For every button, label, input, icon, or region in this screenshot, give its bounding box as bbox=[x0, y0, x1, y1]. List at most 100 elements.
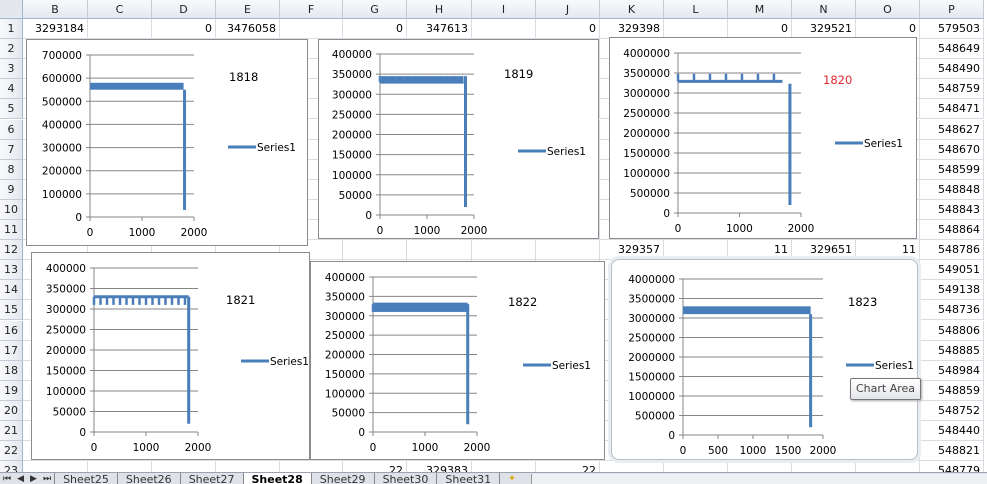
sheet-tab-sheet31[interactable]: Sheet31 bbox=[436, 473, 500, 484]
cell-P7[interactable]: 548670 bbox=[920, 139, 984, 160]
select-all-corner[interactable] bbox=[0, 0, 23, 19]
cell-P20[interactable]: 548752 bbox=[920, 400, 984, 421]
cell-F1[interactable] bbox=[280, 19, 343, 40]
row-header-17[interactable]: 17 bbox=[0, 340, 23, 361]
column-header-N[interactable]: N bbox=[792, 0, 856, 19]
cell-H1[interactable]: 347613 bbox=[407, 19, 472, 40]
column-header-L[interactable]: L bbox=[664, 0, 728, 19]
cell-G12[interactable] bbox=[343, 240, 407, 261]
cell-P16[interactable]: 548806 bbox=[920, 320, 984, 341]
cell-P10[interactable]: 548843 bbox=[920, 199, 984, 220]
column-header-J[interactable]: J bbox=[536, 0, 600, 19]
cell-P1[interactable]: 579503 bbox=[920, 19, 984, 40]
chart-1821[interactable]: 0 50000 100000 150000 200000 250000 300000 3500… bbox=[31, 252, 310, 460]
column-header-K[interactable]: K bbox=[600, 0, 664, 19]
row-header-2[interactable]: 2 bbox=[0, 39, 23, 60]
cell-P19[interactable]: 548859 bbox=[920, 380, 984, 401]
cell-P2[interactable]: 548649 bbox=[920, 39, 984, 60]
cell-P11[interactable]: 548864 bbox=[920, 220, 984, 241]
legend-label[interactable]: Series1 bbox=[552, 360, 591, 372]
chart-1819[interactable]: 0 50000 100000 200000 150000 250000 300000 3500… bbox=[318, 39, 599, 239]
row-header-16[interactable]: 16 bbox=[0, 320, 23, 341]
insert-worksheet-icon[interactable]: ✦ bbox=[499, 473, 519, 484]
prev-sheet-icon[interactable]: ◀ bbox=[17, 474, 25, 484]
cell-P21[interactable]: 548440 bbox=[920, 421, 984, 442]
cell-P22[interactable]: 548821 bbox=[920, 441, 984, 462]
column-header-P[interactable]: P bbox=[920, 0, 984, 19]
column-header-C[interactable]: C bbox=[88, 0, 152, 19]
column-header-O[interactable]: O bbox=[856, 0, 920, 19]
legend-label[interactable]: Series1 bbox=[547, 146, 586, 158]
column-header-B[interactable]: B bbox=[23, 0, 88, 19]
cell-O22[interactable] bbox=[856, 441, 920, 462]
legend-label[interactable]: Series1 bbox=[864, 138, 903, 150]
row-header-3[interactable]: 3 bbox=[0, 59, 23, 80]
cell-P13[interactable]: 549051 bbox=[920, 260, 984, 281]
legend-label[interactable]: Series1 bbox=[270, 356, 309, 368]
row-header-15[interactable]: 15 bbox=[0, 300, 23, 321]
sheet-tab-sheet26[interactable]: Sheet26 bbox=[116, 473, 180, 484]
column-header-G[interactable]: G bbox=[343, 0, 407, 19]
sheet-tab-sheet28[interactable]: Sheet28 bbox=[242, 473, 311, 484]
cell-J12[interactable] bbox=[536, 240, 600, 261]
horizontal-scrollbar[interactable] bbox=[530, 474, 987, 484]
cell-P14[interactable]: 549138 bbox=[920, 280, 984, 301]
cell-J1[interactable]: 0 bbox=[536, 19, 600, 40]
cell-M12[interactable]: 11 bbox=[728, 240, 792, 261]
column-header-F[interactable]: F bbox=[280, 0, 343, 19]
row-header-5[interactable]: 5 bbox=[0, 99, 23, 120]
cell-K12[interactable]: 329357 bbox=[600, 240, 664, 261]
cell-O11[interactable] bbox=[856, 220, 920, 241]
cell-P4[interactable]: 548759 bbox=[920, 79, 984, 100]
chart-1822[interactable]: 0 50000 100000 150000 200000 250000 300000 3500… bbox=[310, 261, 605, 460]
row-header-20[interactable]: 20 bbox=[0, 400, 23, 421]
cell-P3[interactable]: 548490 bbox=[920, 59, 984, 80]
cell-J11[interactable] bbox=[536, 220, 600, 241]
cell-B1[interactable]: 3293184 bbox=[23, 19, 88, 40]
cell-N12[interactable]: 329651 bbox=[792, 240, 856, 261]
cell-P9[interactable]: 548848 bbox=[920, 179, 984, 200]
cell-P8[interactable]: 548599 bbox=[920, 159, 984, 180]
row-header-18[interactable]: 18 bbox=[0, 360, 23, 381]
cell-D1[interactable]: 0 bbox=[152, 19, 216, 40]
row-header-8[interactable]: 8 bbox=[0, 159, 23, 180]
cell-C1[interactable] bbox=[88, 19, 152, 40]
column-header-M[interactable]: M bbox=[728, 0, 792, 19]
row-header-4[interactable]: 4 bbox=[0, 79, 23, 100]
row-header-1[interactable]: 1 bbox=[0, 19, 23, 40]
legend-label[interactable]: Series1 bbox=[257, 142, 296, 154]
cell-O12[interactable]: 11 bbox=[856, 240, 920, 261]
row-header-22[interactable]: 22 bbox=[0, 441, 23, 462]
cell-H12[interactable] bbox=[407, 240, 472, 261]
row-header-13[interactable]: 13 bbox=[0, 260, 23, 281]
row-header-6[interactable]: 6 bbox=[0, 119, 23, 140]
last-sheet-icon[interactable]: ⏭ bbox=[42, 474, 52, 484]
cell-E1[interactable]: 3476058 bbox=[216, 19, 280, 40]
cell-I12[interactable] bbox=[472, 240, 536, 261]
cell-P17[interactable]: 548885 bbox=[920, 340, 984, 361]
sheet-tab-sheet25[interactable]: Sheet25 bbox=[54, 473, 117, 484]
next-sheet-icon[interactable]: ▶ bbox=[30, 474, 37, 484]
row-header-12[interactable]: 12 bbox=[0, 240, 23, 261]
cell-P6[interactable]: 548627 bbox=[920, 119, 984, 140]
row-header-14[interactable]: 14 bbox=[0, 280, 23, 301]
chart-1823[interactable]: 0 500000 1000000 1500000 2000000 2500000 30000… bbox=[611, 259, 918, 460]
row-header-19[interactable]: 19 bbox=[0, 380, 23, 401]
chart-1820[interactable]: 0 500000 1000000 1500000 2000000 2500000 30000… bbox=[609, 37, 917, 239]
row-header-10[interactable]: 10 bbox=[0, 199, 23, 220]
legend-label[interactable]: Series1 bbox=[875, 360, 914, 372]
cell-P5[interactable]: 548471 bbox=[920, 99, 984, 120]
cell-F12[interactable] bbox=[280, 240, 343, 261]
column-header-I[interactable]: I bbox=[472, 0, 536, 19]
row-header-11[interactable]: 11 bbox=[0, 220, 23, 241]
sheet-tab-sheet30[interactable]: Sheet30 bbox=[373, 473, 437, 484]
cell-L12[interactable] bbox=[664, 240, 728, 261]
column-header-H[interactable]: H bbox=[407, 0, 472, 19]
sheet-tab-sheet29[interactable]: Sheet29 bbox=[310, 473, 374, 484]
cell-P12[interactable]: 548786 bbox=[920, 240, 984, 261]
row-header-7[interactable]: 7 bbox=[0, 139, 23, 160]
row-header-21[interactable]: 21 bbox=[0, 421, 23, 442]
first-sheet-icon[interactable]: ⏮ bbox=[3, 474, 12, 484]
cell-P15[interactable]: 548736 bbox=[920, 300, 984, 321]
cell-G1[interactable]: 0 bbox=[343, 19, 407, 40]
